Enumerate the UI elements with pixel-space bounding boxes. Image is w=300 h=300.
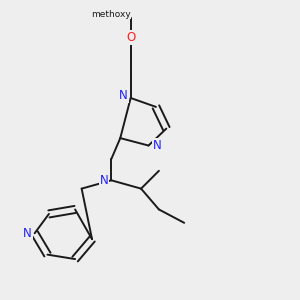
Text: N: N — [100, 174, 108, 187]
Text: N: N — [152, 139, 161, 152]
Text: methoxy: methoxy — [91, 10, 131, 19]
Text: N: N — [23, 227, 32, 240]
Text: O: O — [126, 31, 135, 44]
Text: N: N — [119, 89, 128, 102]
